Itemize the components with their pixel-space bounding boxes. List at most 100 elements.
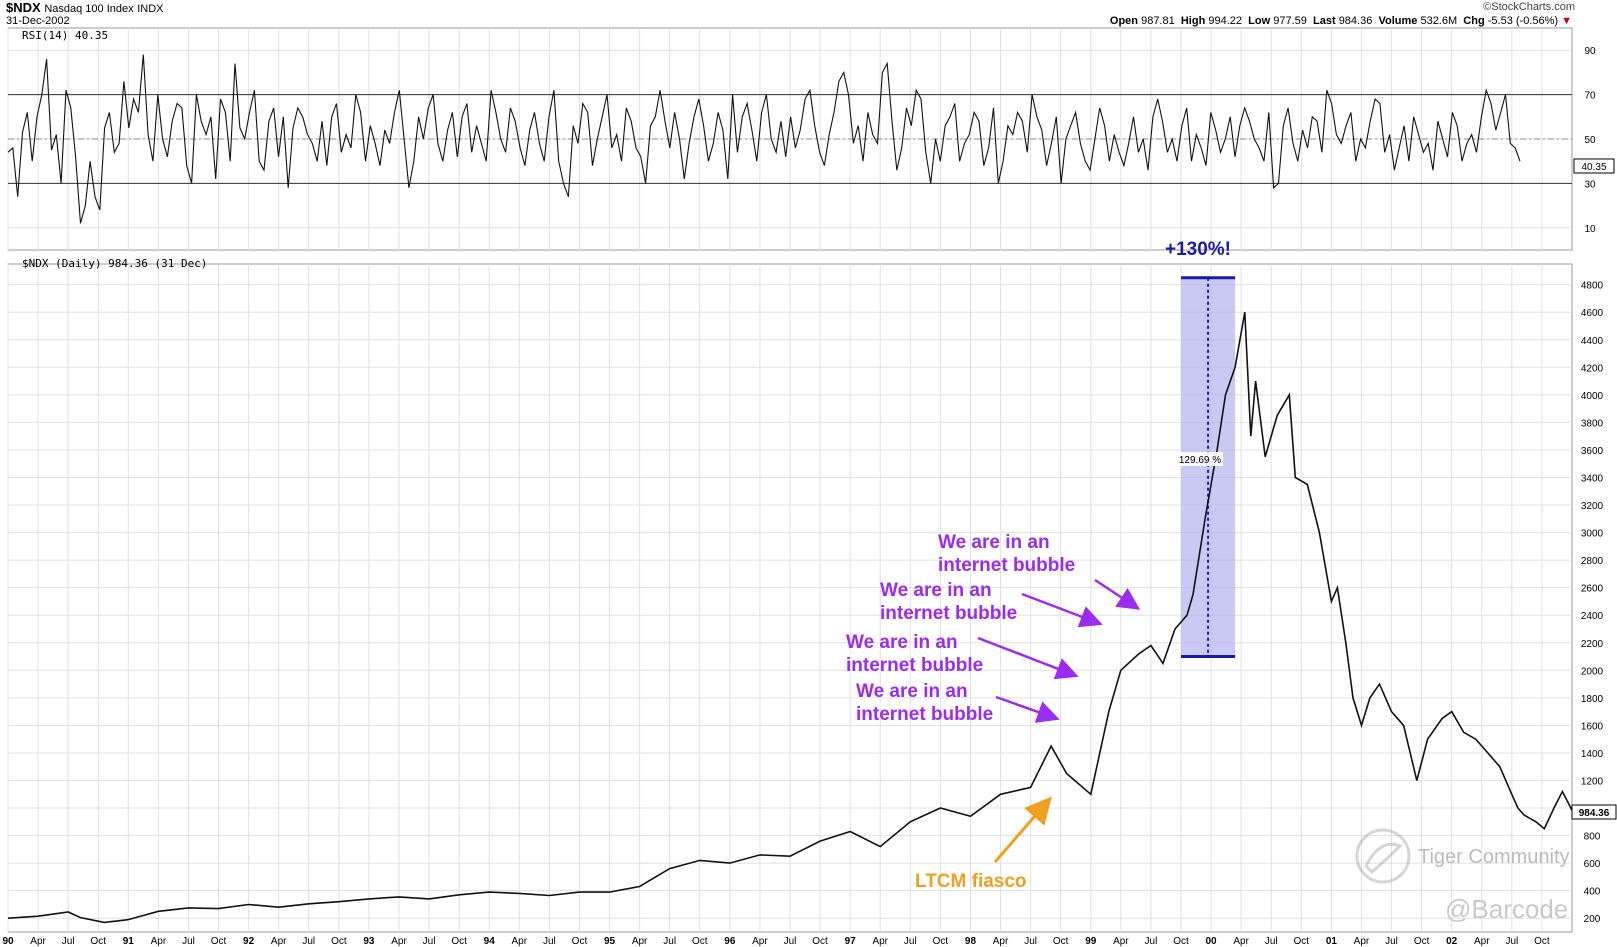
x-tick-label: Jul xyxy=(784,936,797,947)
bubble-arrow-1 xyxy=(1094,578,1141,610)
x-tick-label: Apr xyxy=(1474,936,1490,947)
rsi-series-line xyxy=(7,54,1521,224)
x-tick-label: 90 xyxy=(2,936,14,947)
x-tick-label: Oct xyxy=(1173,936,1189,947)
last-label: Last xyxy=(1313,15,1336,27)
x-tick-label: Oct xyxy=(331,936,347,947)
x-tick-label: Apr xyxy=(151,936,167,947)
x-tick-label: Apr xyxy=(391,936,407,947)
bubble-note-1-line2: internet bubble xyxy=(938,555,1075,576)
bubble-arrow-4 xyxy=(995,695,1060,723)
price-y-tick-label: 4600 xyxy=(1581,308,1604,319)
chg-label: Chg xyxy=(1463,15,1485,27)
ltcm-label: LTCM fiasco xyxy=(915,871,1027,892)
exchange: INDX xyxy=(137,3,164,15)
rsi-y-tick-label: 90 xyxy=(1584,46,1596,57)
x-tick-label: Jul xyxy=(182,936,195,947)
bubble-note-2-line1: We are in an xyxy=(880,580,992,601)
price-panel-label: $NDX (Daily) 984.36 (31 Dec) xyxy=(22,257,207,270)
price-current-tag: 984.36 xyxy=(1579,808,1610,819)
x-tick-label: Oct xyxy=(211,936,227,947)
last-value: 984.36 xyxy=(1338,15,1373,27)
x-tick-label: 00 xyxy=(1206,936,1218,947)
x-axis: 90 Apr Jul Oct 91 Apr Jul Oct 92 Apr Jul Oct 93 Apr Ju… xyxy=(2,936,1549,947)
price-y-tick-label: 2600 xyxy=(1581,584,1604,595)
x-tick-label: 91 xyxy=(123,936,135,947)
price-y-tick-label: 3000 xyxy=(1581,529,1604,540)
symbol-title: $NDX Nasdaq 100 Index INDX xyxy=(6,0,164,15)
x-tick-label: Oct xyxy=(90,936,106,947)
price-y-tick-label: 800 xyxy=(1584,832,1601,843)
price-y-tick-label: 3200 xyxy=(1581,501,1604,512)
x-tick-label: Jul xyxy=(62,936,75,947)
price-y-tick-label: 4400 xyxy=(1581,336,1604,347)
bubble-note-4-line2: internet bubble xyxy=(856,704,993,725)
low-value: 977.59 xyxy=(1273,15,1307,27)
x-tick-label: 92 xyxy=(243,936,255,947)
rsi-reference-lines xyxy=(8,94,1572,184)
x-tick-label: Oct xyxy=(1294,936,1310,947)
x-tick-label: Apr xyxy=(1354,936,1370,947)
x-tick-label: Jul xyxy=(543,936,556,947)
x-tick-label: Apr xyxy=(1233,936,1249,947)
x-tick-label: 02 xyxy=(1446,936,1458,947)
ohlc-bar: Open 987.81 High 994.22 Low 977.59 Last … xyxy=(1110,15,1572,27)
rsi-panel-label: RSI(14) 40.35 xyxy=(22,29,108,42)
rsi-current-tag: 40.35 xyxy=(1581,162,1606,173)
chg-value: -5.53 (-0.56%) xyxy=(1487,15,1559,27)
x-tick-label: 01 xyxy=(1326,936,1338,947)
rally-label: +130%! xyxy=(1165,239,1231,260)
bubble-arrow-3 xyxy=(977,636,1079,680)
index-name: Nasdaq 100 Index xyxy=(44,3,134,15)
volume-label: Volume xyxy=(1378,15,1418,27)
price-y-tick-label: 2000 xyxy=(1581,666,1604,677)
price-y-tick-label: 1600 xyxy=(1581,721,1604,732)
price-y-tick-label: 600 xyxy=(1584,859,1601,870)
price-y-tick-label: 200 xyxy=(1584,914,1601,925)
symbol: $NDX xyxy=(6,0,41,15)
x-tick-label: Oct xyxy=(933,936,949,947)
open-label: Open xyxy=(1109,15,1139,27)
down-arrow-icon: ▼ xyxy=(1561,15,1572,27)
tiger-logo-icon xyxy=(1355,828,1411,884)
measure-label-box xyxy=(1177,452,1223,466)
credit: ©StockCharts.com xyxy=(1483,1,1575,13)
price-y-tick-label: 1200 xyxy=(1581,776,1604,787)
rsi-y-axis: 10 30 50 70 90 xyxy=(1584,46,1596,235)
x-tick-label: Jul xyxy=(663,936,676,947)
bubble-note-3-line1: We are in an xyxy=(846,632,958,653)
bubble-note-3-line2: internet bubble xyxy=(846,655,983,676)
watermark-handle: @Barcode xyxy=(1445,894,1568,924)
bubble-note-2-line2: internet bubble xyxy=(880,603,1017,624)
rsi-y-tick-label: 30 xyxy=(1584,179,1596,190)
price-series-line xyxy=(7,312,1573,924)
watermark-brand: Tiger Community xyxy=(1418,846,1570,868)
price-y-tick-label: 3800 xyxy=(1581,418,1604,429)
x-tick-label: 94 xyxy=(484,936,496,947)
x-tick-label: Apr xyxy=(30,936,46,947)
x-tick-label: Apr xyxy=(512,936,528,947)
price-grid xyxy=(7,264,1572,932)
x-tick-label: Oct xyxy=(812,936,828,947)
x-tick-label: Apr xyxy=(271,936,287,947)
price-y-tick-label: 4000 xyxy=(1581,391,1604,402)
x-tick-label: Jul xyxy=(1024,936,1037,947)
bubble-arrow-2 xyxy=(1021,592,1103,628)
x-tick-label: Jul xyxy=(1505,936,1518,947)
x-tick-label: Jul xyxy=(1145,936,1158,947)
price-current-tag-box xyxy=(1571,804,1617,820)
x-tick-label: 97 xyxy=(845,936,857,947)
x-tick-label: Oct xyxy=(1414,936,1430,947)
chart-date: 31-Dec-2002 xyxy=(6,15,70,27)
x-tick-label: Oct xyxy=(1534,936,1550,947)
measure-label: 129.69 % xyxy=(1179,455,1221,466)
open-value: 987.81 xyxy=(1141,15,1175,27)
x-tick-label: Jul xyxy=(302,936,315,947)
x-tick-label: Apr xyxy=(1113,936,1129,947)
x-tick-label: 96 xyxy=(724,936,736,947)
x-tick-label: Apr xyxy=(993,936,1009,947)
x-tick-label: Jul xyxy=(1385,936,1398,947)
price-y-tick-label: 1800 xyxy=(1581,694,1604,705)
x-tick-label: Apr xyxy=(632,936,648,947)
rsi-current-tag-box xyxy=(1573,158,1615,174)
